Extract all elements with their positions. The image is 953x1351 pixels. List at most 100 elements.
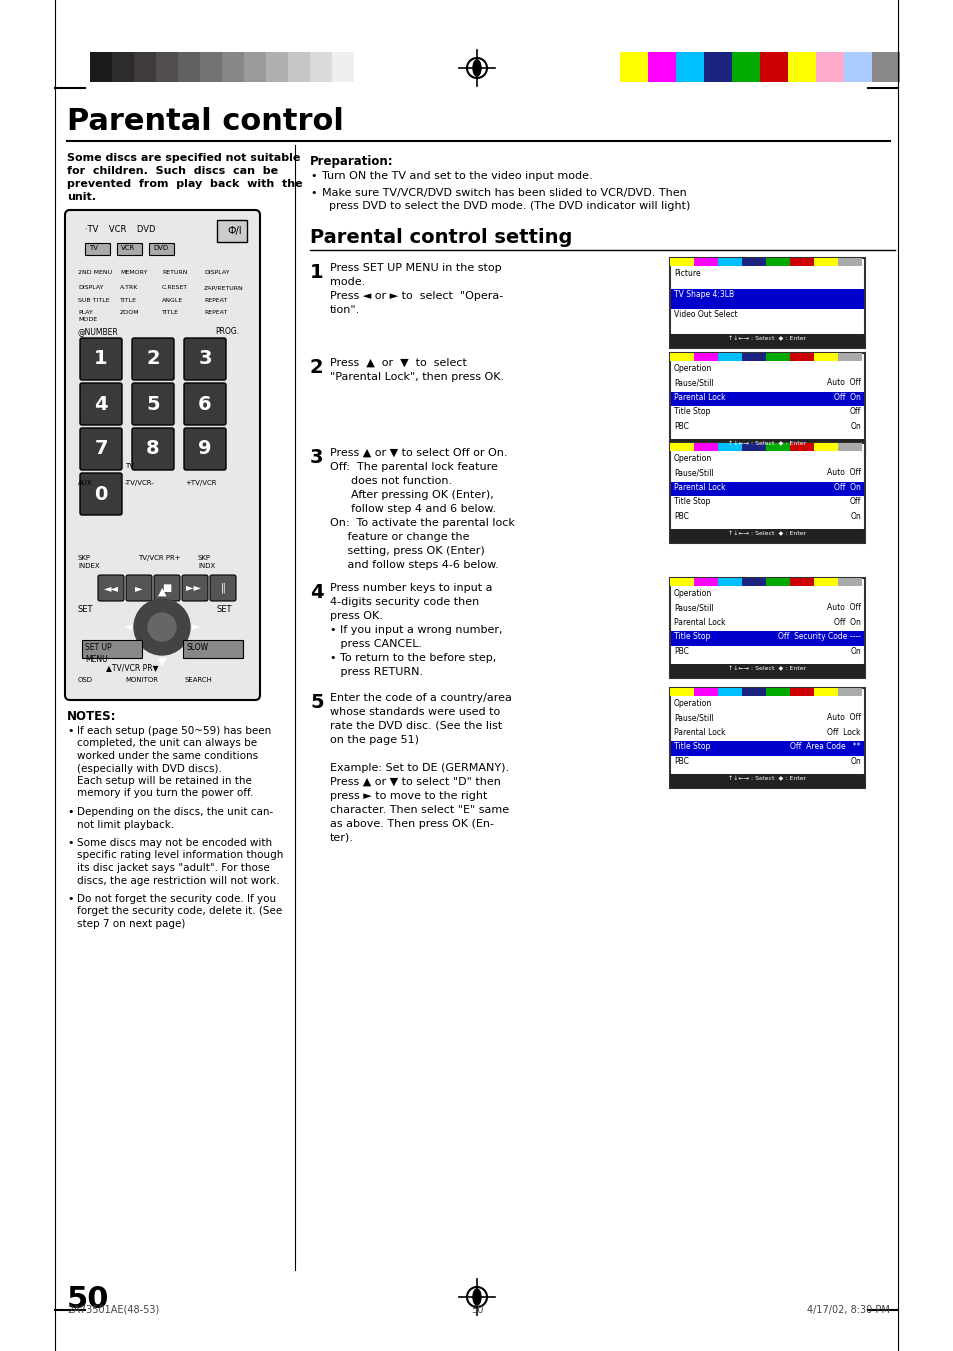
Text: specific rating level information though: specific rating level information though: [77, 851, 283, 861]
Text: Off  Security Code ----: Off Security Code ----: [778, 632, 861, 642]
Bar: [222, 51, 244, 82]
Text: Press  ▲  or  ▼  to  select
"Parental Lock", then press OK.: Press ▲ or ▼ to select "Parental Lock", …: [330, 358, 503, 382]
Text: ▼: ▼: [157, 657, 166, 667]
Bar: [669, 688, 864, 788]
Text: •: •: [67, 725, 73, 736]
Text: On: On: [849, 647, 861, 655]
Bar: [670, 482, 863, 496]
Bar: [669, 443, 864, 543]
Text: SEARCH: SEARCH: [185, 677, 213, 684]
Text: PBC: PBC: [673, 647, 688, 655]
Bar: [669, 578, 864, 678]
Text: Title Stop: Title Stop: [673, 407, 710, 416]
FancyBboxPatch shape: [80, 338, 122, 380]
Bar: [670, 392, 863, 407]
Text: Auto  Off: Auto Off: [826, 378, 861, 388]
Bar: [843, 51, 871, 82]
Bar: [669, 530, 864, 543]
Text: Enter the code of a country/area
whose standards were used to
rate the DVD disc.: Enter the code of a country/area whose s…: [330, 693, 512, 744]
Text: Picture: Picture: [673, 269, 700, 278]
Bar: [693, 688, 718, 696]
Text: its disc jacket says "adult". For those: its disc jacket says "adult". For those: [77, 863, 270, 873]
FancyBboxPatch shape: [210, 576, 235, 601]
Bar: [90, 51, 112, 82]
Bar: [669, 443, 693, 451]
Text: 8: 8: [146, 439, 160, 458]
Ellipse shape: [473, 59, 480, 76]
Bar: [669, 774, 864, 788]
Ellipse shape: [473, 1289, 480, 1305]
Bar: [815, 51, 843, 82]
Bar: [669, 688, 693, 696]
Bar: [619, 51, 647, 82]
Text: MONITOR: MONITOR: [125, 677, 158, 684]
Text: PBC: PBC: [673, 757, 688, 766]
Text: TV Shape 4:3LB: TV Shape 4:3LB: [673, 289, 734, 299]
Text: On: On: [849, 512, 861, 520]
Text: Operation: Operation: [673, 589, 712, 598]
Bar: [813, 688, 837, 696]
Text: Parental control setting: Parental control setting: [310, 228, 572, 247]
Text: Off  On: Off On: [833, 617, 861, 627]
Bar: [837, 578, 862, 586]
Bar: [310, 51, 332, 82]
Bar: [669, 334, 864, 349]
Text: •: •: [67, 838, 73, 848]
Bar: [112, 51, 133, 82]
Bar: [787, 51, 815, 82]
Text: Off  Lock: Off Lock: [826, 728, 861, 736]
Text: discs, the age restriction will not work.: discs, the age restriction will not work…: [77, 875, 279, 885]
Text: ◄◄: ◄◄: [103, 584, 118, 593]
Text: Off  On: Off On: [833, 482, 861, 492]
Bar: [354, 51, 375, 82]
FancyBboxPatch shape: [98, 576, 124, 601]
Text: ►: ►: [192, 621, 200, 632]
FancyBboxPatch shape: [126, 576, 152, 601]
Text: for  children.  Such  discs  can  be: for children. Such discs can be: [67, 166, 278, 176]
Text: Off  Area Code   **: Off Area Code **: [790, 742, 861, 751]
Text: Pause/Still: Pause/Still: [673, 469, 713, 477]
Text: @NUMBER: @NUMBER: [78, 327, 118, 336]
Text: Auto  Off: Auto Off: [826, 713, 861, 723]
Text: Title Stop: Title Stop: [673, 497, 710, 507]
Bar: [149, 243, 173, 255]
Text: ↑↓←→ : Select  ◆ : Enter: ↑↓←→ : Select ◆ : Enter: [727, 775, 805, 781]
Text: Video Out Select: Video Out Select: [673, 311, 737, 319]
Text: NOTES:: NOTES:: [67, 711, 116, 723]
Text: •: •: [67, 807, 73, 817]
Text: Some discs are specified not suitable: Some discs are specified not suitable: [67, 153, 300, 163]
Bar: [718, 443, 741, 451]
Text: •: •: [310, 172, 316, 181]
Bar: [669, 258, 693, 266]
Text: AUX: AUX: [78, 480, 92, 486]
Text: Off: Off: [849, 407, 861, 416]
Text: ↑↓←→ : Select  ◆ : Enter: ↑↓←→ : Select ◆ : Enter: [727, 666, 805, 671]
Text: ↑↓←→ : Select  ◆ : Enter: ↑↓←→ : Select ◆ : Enter: [727, 336, 805, 340]
Text: TV: TV: [89, 245, 98, 251]
Text: TITLE: TITLE: [162, 309, 179, 315]
Text: DVD: DVD: [152, 245, 168, 251]
Bar: [332, 51, 354, 82]
Bar: [741, 688, 765, 696]
Text: C.RESET: C.RESET: [162, 285, 188, 290]
Bar: [670, 631, 863, 646]
Text: 9: 9: [198, 439, 212, 458]
Bar: [669, 439, 864, 453]
Bar: [789, 353, 813, 361]
Text: ZAP/RETURN: ZAP/RETURN: [204, 285, 244, 290]
Text: Off: Off: [849, 497, 861, 507]
Text: (especially with DVD discs).: (especially with DVD discs).: [77, 763, 222, 774]
Text: ‖: ‖: [220, 582, 225, 593]
Text: Title Stop: Title Stop: [673, 632, 710, 642]
Text: ◄: ◄: [123, 621, 132, 632]
Text: On: On: [849, 757, 861, 766]
Bar: [765, 258, 789, 266]
Text: •: •: [310, 188, 316, 199]
FancyBboxPatch shape: [184, 382, 226, 426]
Text: -TV/VCR-: -TV/VCR-: [125, 480, 154, 486]
FancyBboxPatch shape: [80, 428, 122, 470]
Text: Pause/Still: Pause/Still: [673, 604, 713, 612]
Bar: [813, 353, 837, 361]
Text: 7: 7: [94, 439, 108, 458]
Bar: [183, 640, 243, 658]
